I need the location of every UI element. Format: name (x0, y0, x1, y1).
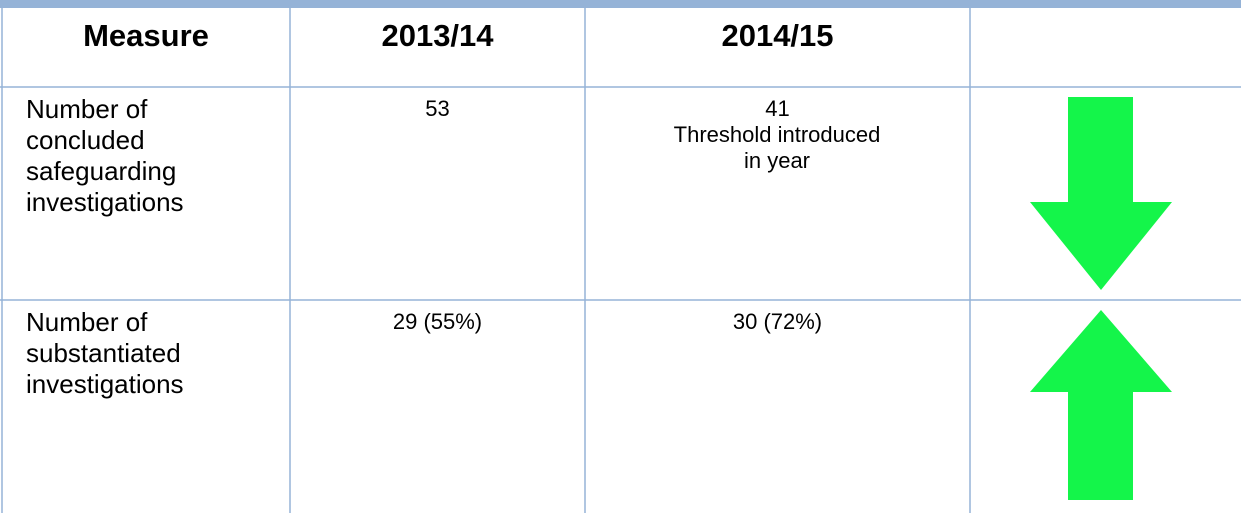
value-cell: 41 (765, 96, 790, 121)
value-cell: 53 (425, 96, 450, 121)
top-border (0, 0, 1241, 8)
header-cell: Measure (83, 18, 209, 53)
value-cell: 30 (72%) (732, 309, 823, 334)
down-arrow (1030, 97, 1172, 290)
note: Threshold introduced in year (673, 122, 881, 173)
header-cell: 2014/15 (721, 18, 834, 53)
value-cell: 29 (55%) (392, 309, 483, 334)
measure-cell: Number of substantiated investigations (26, 307, 184, 399)
header-cell: 2013/14 (381, 18, 494, 53)
up-arrow (1030, 310, 1172, 500)
measure-cell: Number of concluded safeguarding investi… (26, 94, 184, 217)
